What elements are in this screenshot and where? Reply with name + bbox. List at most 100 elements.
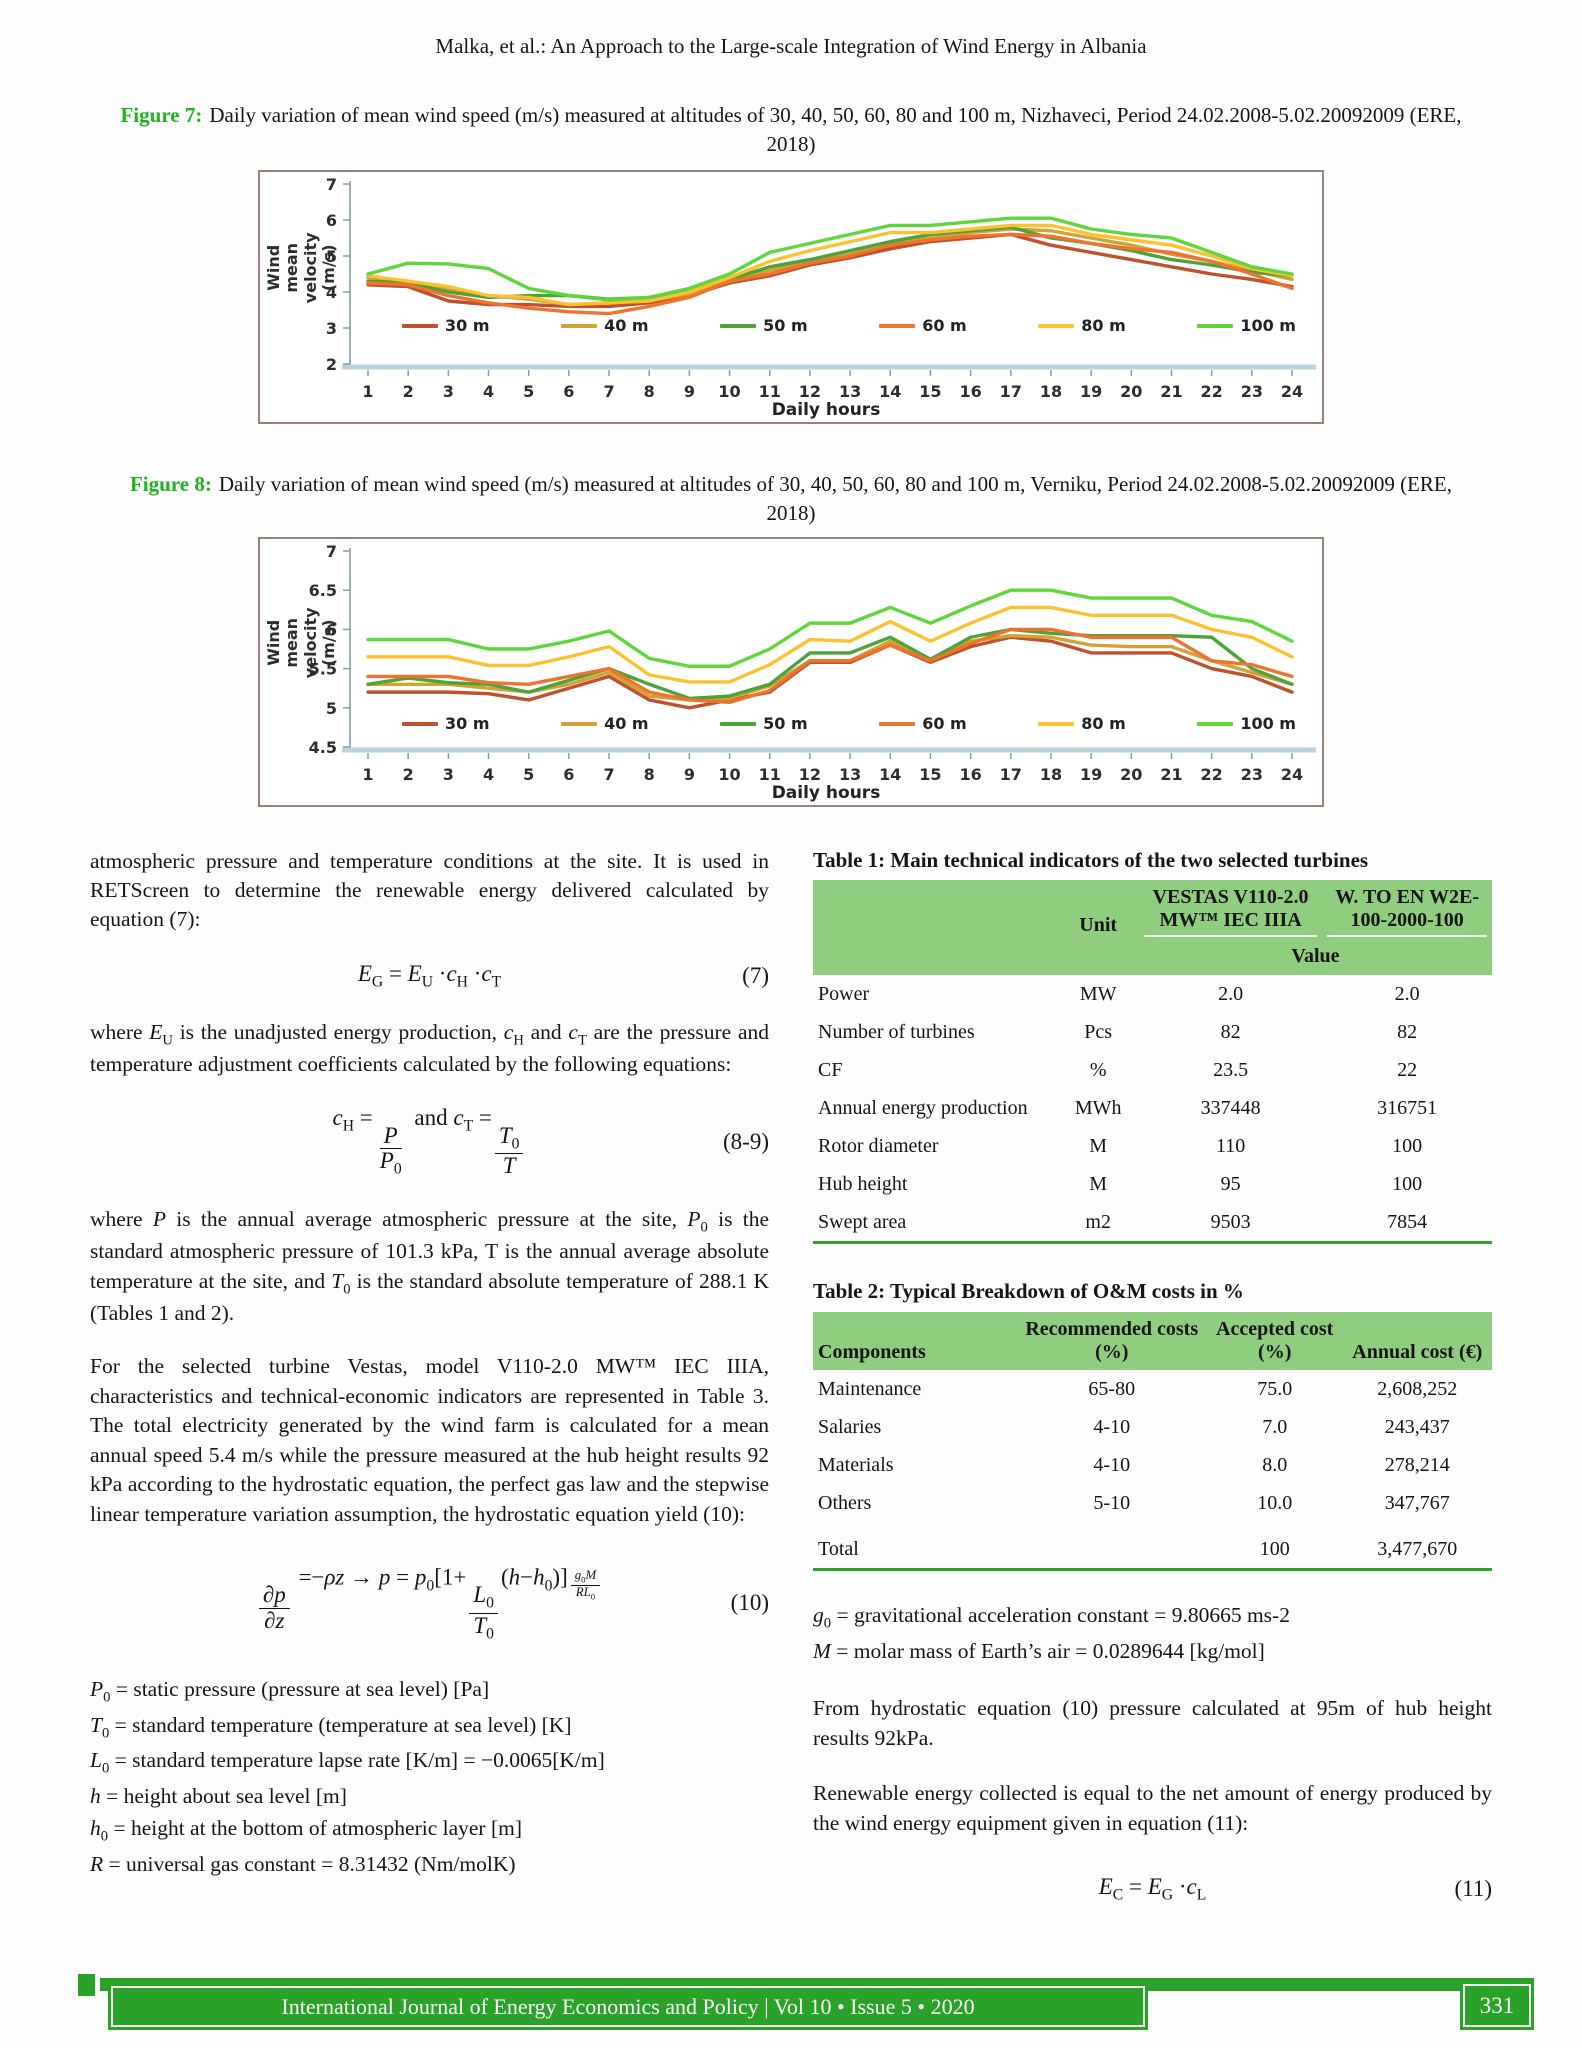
page-footer: International Journal of Energy Economic…: [78, 1972, 1534, 2030]
chart-svg: 76.565.554.51 2 3 4 5 6 7 8 9 10 11 12 13 14 15 16 17 18 1…: [309, 542, 1316, 803]
table-cell: Rotor diameter: [818, 1135, 939, 1158]
table-cell: M: [1089, 1173, 1108, 1196]
x-tick-label: 8: [644, 382, 655, 401]
definition-line: h = height about sea level [m]: [90, 1783, 347, 1808]
x-tick-label: 13: [839, 382, 861, 401]
table-cell: 2.0: [1394, 983, 1420, 1006]
table-row: Power MW 2.0 2.0: [813, 975, 1492, 1013]
table-cell: Hub height: [818, 1173, 908, 1196]
definition-line: P0 = static pressure (pressure at sea le…: [90, 1677, 490, 1706]
y-tick-label: 4.5: [309, 738, 337, 757]
table-cell: MW: [1079, 983, 1117, 1006]
table-cell: MWh: [1074, 1097, 1122, 1120]
x-tick-label: 13: [839, 765, 861, 784]
x-tick-label: 14: [879, 765, 901, 784]
x-tick-label: 8: [644, 765, 655, 784]
table-cell: 337448: [1200, 1097, 1261, 1120]
right-column: Table 1: Main technical indicators of th…: [813, 847, 1492, 1931]
table-cell: 7854: [1387, 1211, 1428, 1234]
table-cell: 22: [1397, 1059, 1418, 1082]
series-line-40 m: [366, 633, 1294, 702]
x-tick-label: 12: [799, 382, 821, 401]
table-cell: 243,437: [1384, 1416, 1450, 1438]
definition-line: L0 = standard temperature lapse rate [K/…: [90, 1748, 605, 1777]
x-tick-label: 5: [523, 382, 534, 401]
table-cell: Pcs: [1084, 1021, 1113, 1044]
x-tick-label: 5: [523, 765, 534, 784]
table-cell: CF: [818, 1059, 843, 1082]
table1-header-turbine1: VESTAS V110-2.0 MW™ IEC IIIA: [1138, 880, 1323, 944]
x-tick-label: 3: [443, 765, 454, 784]
x-tick-label: 22: [1201, 765, 1223, 784]
table2-title: Table 2: Typical Breakdown of O&M costs …: [813, 1279, 1244, 1304]
table-cell: 347,767: [1384, 1492, 1450, 1514]
paragraph: For the selected turbine Vestas, model V…: [90, 1354, 769, 1526]
table-cell: 110: [1215, 1135, 1246, 1158]
definition-line: h0 = height at the bottom of atmospheric…: [90, 1816, 523, 1845]
equation-10-math: ∂p ∂z =−ρz → p = p0[1+ L0 T0 (h−h0)] g0M RL0: [90, 1563, 769, 1643]
equation-10: ∂p ∂z =−ρz → p = p0[1+ L0 T0 (h−h0)] g0M RL0 (…: [90, 1563, 769, 1643]
paragraph: From hydrostatic equation (10) pressure …: [813, 1696, 1492, 1750]
x-tick-label: 9: [684, 382, 695, 401]
figure8-label: Figure 8:: [129, 471, 212, 496]
table-cell: Total: [818, 1538, 859, 1560]
x-tick-label: 24: [1281, 382, 1303, 401]
x-tick-label: 17: [1000, 765, 1022, 784]
series-line-30 m: [366, 232, 1294, 308]
figure8-chart: 7 6.5 6 5.5 5 4.5 1 2 3 4 5 6 7 8 9 10 11 12 13 14 15 16 17 18 1…: [258, 536, 1324, 807]
table-cell: 3,477,670: [1377, 1538, 1458, 1560]
equation-7-math: EG = EU ·cH ·cT: [357, 960, 502, 991]
x-tick-label: 2: [403, 765, 414, 784]
equation-11-math: EC = EG ·cL: [1098, 1874, 1207, 1904]
x-tick-label: 24: [1281, 765, 1303, 784]
equation-7: EG = EU ·cH ·cT (7): [90, 961, 769, 992]
series-line-80 m: [366, 223, 1294, 307]
page-number: 331: [1479, 1992, 1515, 2018]
table1: Unit VESTAS V110-2.0 MW™ IEC IIIA W. TO …: [813, 880, 1492, 1245]
table-cell: %: [1089, 1059, 1107, 1082]
x-tick-label: 18: [1040, 765, 1062, 784]
x-tick-label: 1: [362, 382, 373, 401]
table-cell: 4-10: [1093, 1454, 1131, 1476]
table-row: Hub height M 95 100: [813, 1165, 1492, 1203]
page-number-box: 331: [1460, 1981, 1534, 2030]
equation-8-9-number: (8-9): [723, 1129, 769, 1155]
table-cell: 4-10: [1093, 1416, 1131, 1438]
table1-header-turbine2: W. TO EN W2E-100-2000-100: [1322, 880, 1492, 944]
y-tick-label: 5.5: [309, 659, 337, 678]
footer-journal-inner: International Journal of Energy Economic…: [111, 1986, 1145, 2027]
table-cell: Others: [818, 1492, 872, 1514]
x-tick-label: 19: [1080, 765, 1102, 784]
table-cell: 82: [1397, 1021, 1418, 1044]
y-tick-label: 7: [326, 175, 337, 194]
x-tick-label: 16: [959, 765, 981, 784]
table1-header-empty: [813, 880, 1058, 944]
x-tick-label: 15: [919, 765, 941, 784]
x-tick-label: 11: [759, 382, 781, 401]
figure8-caption-text: Daily variation of mean wind speed (m/s)…: [218, 471, 1452, 526]
table-cell: 5-10: [1093, 1492, 1131, 1514]
footer-journal-text: International Journal of Energy Economic…: [281, 1993, 975, 2019]
constants: g0 = gravitational acceleration constant…: [813, 1599, 1492, 1668]
table-cell: 95: [1220, 1173, 1241, 1196]
table2-header-accepted: Accepted cost (%): [1206, 1312, 1343, 1370]
y-tick-label: 2: [326, 355, 337, 374]
table-cell: 82: [1220, 1021, 1241, 1044]
equation-11: EC = EG ·cL (11): [813, 1874, 1492, 1905]
table1-header-value: Value: [1138, 943, 1492, 976]
table-row: Total 100 3,477,670: [813, 1522, 1492, 1570]
figure7-chart: 7 6 5 4 3 2 1 2 3 4 5 6 7 8 9 10 11 12 13 14 15 16 17 18 19 20 21 2…: [258, 169, 1324, 424]
table1-header-unit: Unit: [1057, 880, 1139, 944]
table-cell: 23.5: [1213, 1059, 1249, 1082]
table-cell: Materials: [818, 1454, 894, 1476]
x-tick-label: 10: [718, 765, 740, 784]
equation-7-number: (7): [742, 963, 769, 989]
table-cell: 2,608,252: [1377, 1378, 1458, 1400]
footer-left-cap: [78, 1974, 95, 1996]
x-tick-label: 6: [563, 382, 574, 401]
y-tick-label: 6.5: [309, 581, 337, 600]
y-tick-label: 5: [326, 247, 337, 266]
table-cell: 8.0: [1262, 1454, 1288, 1476]
x-tick-label: 23: [1241, 382, 1263, 401]
table-row: Swept area m2 9503 7854: [813, 1203, 1492, 1243]
